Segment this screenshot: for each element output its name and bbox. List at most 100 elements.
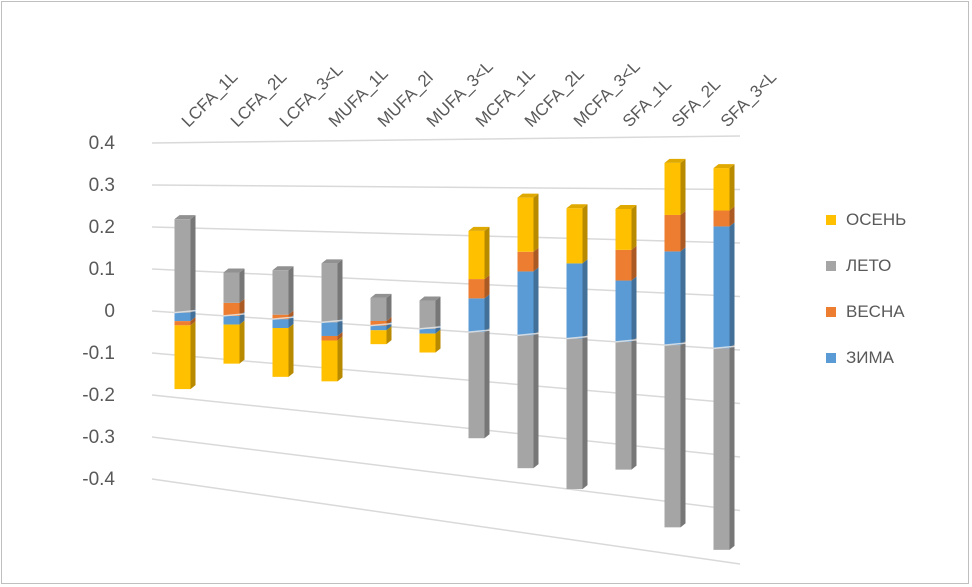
gridline (151, 226, 741, 244)
gridline (151, 352, 741, 405)
bar-segment-side (631, 276, 637, 342)
bar-segment (272, 328, 289, 377)
bar-segment (370, 330, 387, 345)
bar-segment-side (190, 215, 196, 313)
bar-segment (468, 298, 485, 333)
bar-segment (468, 279, 485, 299)
bar-zero-line (419, 326, 441, 330)
bar-segment (321, 335, 338, 341)
bar-stack (223, 268, 245, 364)
bar-segment-side (533, 193, 539, 252)
bar-stack (321, 259, 343, 382)
legend: ОСЕНЬ ЛЕТО ВЕСНА ЗИМА (826, 210, 906, 367)
y-tick-label: -0.2 (82, 385, 115, 406)
bar-segment-side (337, 336, 343, 382)
bar-segment-top (468, 226, 490, 231)
bar-segment-side (729, 222, 735, 349)
bar-segment-side (729, 164, 735, 211)
bar-segment (566, 338, 583, 490)
bar-segment (615, 209, 632, 250)
bar-zero-line (370, 322, 392, 327)
bar-segment-side (337, 318, 343, 336)
bar-stack (370, 293, 392, 345)
gridline (151, 478, 741, 565)
x-axis-labels: LCFA_1LLCFA_2LLCFA_3<LMUFA_1LMUFA_2lMUFA… (178, 57, 780, 131)
bar-segment-side (680, 158, 686, 215)
bar-segment-side (582, 204, 588, 264)
bar-segment-side (288, 315, 294, 329)
bar-stack (517, 193, 539, 469)
bar-segment-top (566, 204, 588, 209)
bar-segment-side (484, 275, 490, 299)
bar-segment (174, 219, 191, 313)
bar-segment (664, 345, 681, 528)
bar-segment (223, 272, 240, 303)
bar-segment-side (484, 294, 490, 333)
legend-swatch (826, 307, 836, 317)
bar-segment (223, 315, 240, 325)
legend-swatch (826, 215, 836, 225)
bar-stack (272, 266, 294, 377)
bar-segment-top (419, 296, 441, 301)
bar-segment-side (239, 311, 245, 325)
y-tick-label: 0.1 (89, 259, 115, 280)
bar-segment (713, 168, 730, 211)
bar-stack (664, 158, 686, 528)
bar-segment-side (729, 344, 735, 550)
bar-segment-top (223, 268, 245, 273)
bar-segment-side (386, 293, 392, 321)
bar-segment (419, 333, 436, 353)
bar-segment (468, 332, 485, 439)
gridlines (151, 135, 741, 565)
bar-segment (272, 270, 289, 315)
legend-swatch (826, 261, 836, 271)
bar-segment-side (484, 226, 490, 280)
bar-stack (566, 204, 588, 490)
legend-swatch (826, 353, 836, 363)
legend-label: ЛЕТО (846, 256, 891, 275)
bar-segment (517, 271, 534, 336)
bar-segment (664, 251, 681, 346)
bar-zero-line (517, 332, 539, 337)
bar-segment (713, 226, 730, 349)
bar-zero-line (615, 339, 637, 343)
y-tick-label: -0.1 (82, 343, 115, 364)
bar-segment-side (533, 247, 539, 272)
y-tick-label: -0.3 (82, 427, 115, 448)
bar-segment (419, 328, 436, 334)
bar-segment-side (680, 247, 686, 346)
bar-segment (321, 263, 338, 323)
legend-label: ЗИМА (846, 348, 895, 367)
bar-segment (223, 302, 240, 316)
bar-segment (713, 348, 730, 550)
bar-segment (713, 210, 730, 227)
bar-segment (370, 297, 387, 321)
bar-segment-top (272, 266, 294, 271)
bar-segment-side (729, 206, 735, 227)
gridline (151, 436, 741, 512)
bar-segment-top (370, 293, 392, 298)
bar-segment-side (582, 334, 588, 490)
bar-segment-side (533, 331, 539, 469)
bar-segment-side (239, 320, 245, 364)
legend-label: ОСЕНЬ (846, 210, 906, 229)
bars (174, 158, 735, 550)
bar-zero-line (468, 329, 490, 333)
bar-zero-line (174, 309, 196, 314)
bar-zero-line (664, 342, 686, 346)
bar-segment (615, 341, 632, 470)
gridline (151, 310, 741, 351)
bar-segment (370, 325, 387, 331)
bar-segment-side (190, 308, 196, 322)
bar-segment-side (435, 296, 441, 329)
bar-zero-line (713, 345, 735, 350)
bar-segment-side (484, 328, 490, 439)
bar-segment-side (337, 259, 343, 323)
y-axis-ticks: 0.4 0.3 0.2 0.1 0 -0.1 -0.2 -0.3 -0.4 (82, 133, 115, 490)
bar-segment (174, 325, 191, 390)
bar-segment (419, 300, 436, 329)
bar-segment (321, 322, 338, 336)
bar-stack (174, 215, 196, 390)
bar-segment-side (631, 337, 637, 470)
